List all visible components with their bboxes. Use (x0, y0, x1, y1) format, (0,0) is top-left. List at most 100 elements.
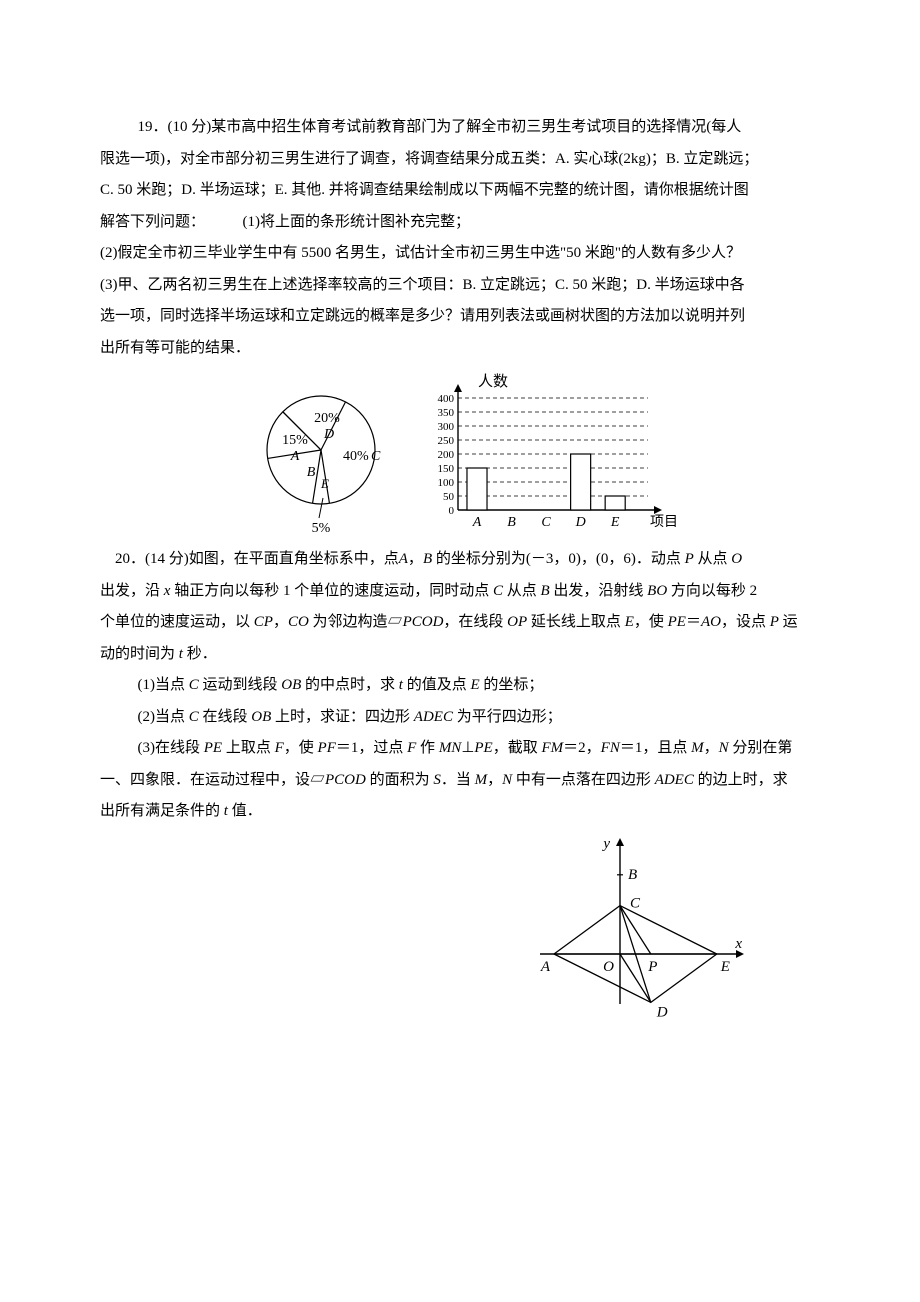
t: FN (601, 740, 620, 756)
t: ＝1，过点 (336, 740, 407, 756)
svg-text:y: y (601, 836, 610, 852)
p20-figure: AOPEBCDxy (100, 834, 820, 1024)
t: PE (668, 614, 686, 630)
p19-line6: (3)甲、乙两名初三男生在上述选择率较高的三个项目：B. 立定跳远；C. 50 … (100, 270, 820, 302)
t: 为平行四边形； (453, 709, 562, 725)
problem-19: 19．(10 分)某市高中招生体育考试前教育部门为了解全市初三男生考试项目的选择… (100, 112, 820, 364)
t: 延长线上取点 (527, 614, 625, 630)
t: PCOD (403, 614, 444, 630)
t: 出所有满足条件的 (100, 803, 224, 819)
t: 的坐标； (480, 677, 544, 693)
t: E (625, 614, 634, 630)
t: ，在线段 (443, 614, 507, 630)
t: (2)当点 (138, 709, 189, 725)
p20-l1: 20．(14 分)如图，在平面直角坐标系中，点A，B 的坐标分别为(－3，0)，… (100, 544, 820, 576)
t: 轴正方向以每秒 1 个单位的速度运动，同时动点 (170, 583, 493, 599)
svg-text:A: A (540, 959, 551, 975)
svg-text:C: C (371, 449, 381, 464)
t: 的值及点 (403, 677, 471, 693)
pie-chart: 20%D40%C15%ABE5% (236, 370, 406, 540)
t: AO (701, 614, 721, 630)
t: PF (318, 740, 336, 756)
t: 在线段 (199, 709, 252, 725)
t: M (475, 772, 488, 788)
t: (1)当点 (138, 677, 189, 693)
t: PE (204, 740, 222, 756)
t: 动的时间为 (100, 646, 179, 662)
t: ⊥ (461, 740, 474, 756)
t: F (275, 740, 284, 756)
svg-text:D: D (323, 427, 334, 442)
svg-text:300: 300 (438, 421, 455, 433)
t: ，截取 (493, 740, 542, 756)
coordinate-diagram: AOPEBCDxy (530, 834, 750, 1024)
t: 值． (228, 803, 262, 819)
svg-text:项目: 项目 (650, 515, 678, 530)
svg-text:x: x (734, 936, 742, 952)
svg-text:人数: 人数 (478, 373, 508, 390)
p19-line4a: 解答下列问题： (100, 214, 205, 230)
p19-line5: (2)假定全市初三毕业学生中有 5500 名男生，试估计全市初三男生中选"50 … (100, 238, 820, 270)
svg-text:50: 50 (443, 491, 455, 503)
t: (3)在线段 (138, 740, 204, 756)
t: ，使 (634, 614, 668, 630)
svg-text:D: D (656, 1004, 668, 1020)
svg-text:C: C (630, 895, 641, 911)
svg-text:0: 0 (449, 505, 455, 517)
t: ＝2， (563, 740, 601, 756)
svg-text:E: E (610, 515, 620, 530)
t: M (691, 740, 704, 756)
p20-sub2: (2)当点 C 在线段 OB 上时，求证：四边形 ADEC 为平行四边形； (100, 702, 820, 734)
t: ，设点 (721, 614, 770, 630)
t: P (770, 614, 779, 630)
t: E (470, 677, 479, 693)
svg-text:20%: 20% (314, 411, 340, 426)
t: A (399, 551, 408, 567)
t: C (189, 709, 199, 725)
t: ADEC (414, 709, 453, 725)
t: N (502, 772, 512, 788)
t: 作 (416, 740, 439, 756)
t: P (685, 551, 694, 567)
p20-l3: 个单位的速度运动，以 CP，CO 为邻边构造▱PCOD，在线段 OP 延长线上取… (100, 607, 820, 639)
p19-line4b: (1)将上面的条形统计图补充完整； (243, 214, 471, 230)
t: 分别在第 (729, 740, 793, 756)
bar-chart: 人数050100150200250300350400ABCDE项目 (414, 370, 684, 540)
t: OB (281, 677, 301, 693)
t: PE (474, 740, 492, 756)
t: O (731, 551, 742, 567)
p19-line2: 限选一项)，对全市部分初三男生进行了调查，将调查结果分成五类：A. 实心球(2k… (100, 144, 820, 176)
svg-text:400: 400 (438, 393, 455, 405)
t: 的坐标分别为(－3，0)，(0，6)．动点 (432, 551, 684, 567)
t: CO (288, 614, 309, 630)
t: N (719, 740, 729, 756)
t: 上取点 (222, 740, 275, 756)
t: ，使 (284, 740, 318, 756)
t: OP (507, 614, 527, 630)
t: OB (251, 709, 271, 725)
p20-l2: 出发，沿 x 轴正方向以每秒 1 个单位的速度运动，同时动点 C 从点 B 出发… (100, 576, 820, 608)
t: 上时，求证：四边形 (271, 709, 414, 725)
problem-20: 20．(14 分)如图，在平面直角坐标系中，点A，B 的坐标分别为(－3，0)，… (100, 544, 820, 828)
svg-text:A: A (472, 515, 482, 530)
t: 运 (779, 614, 798, 630)
t: 从点 (503, 583, 541, 599)
t: B (423, 551, 432, 567)
t: ＝1，且点 (620, 740, 691, 756)
t: C (493, 583, 503, 599)
t: C (189, 677, 199, 693)
t: CP (254, 614, 273, 630)
svg-text:5%: 5% (312, 521, 331, 536)
t: S (433, 772, 441, 788)
t: PCOD (325, 772, 366, 788)
t: ADEC (655, 772, 694, 788)
t: ， (408, 551, 423, 567)
svg-text:D: D (575, 515, 586, 530)
svg-text:350: 350 (438, 407, 455, 419)
t: B (540, 583, 549, 599)
p20-sub3l2: 一、四象限．在运动过程中，设▱PCOD 的面积为 S．当 M，N 中有一点落在四… (100, 765, 820, 797)
p20-sub3l3: 出所有满足条件的 t 值． (100, 796, 820, 828)
t: 20．(14 分)如图，在平面直角坐标系中，点 (100, 551, 399, 567)
svg-text:A: A (290, 449, 300, 464)
p19-line3: C. 50 米跑；D. 半场运球；E. 其他. 并将调查结果绘制成以下两幅不完整… (100, 175, 820, 207)
